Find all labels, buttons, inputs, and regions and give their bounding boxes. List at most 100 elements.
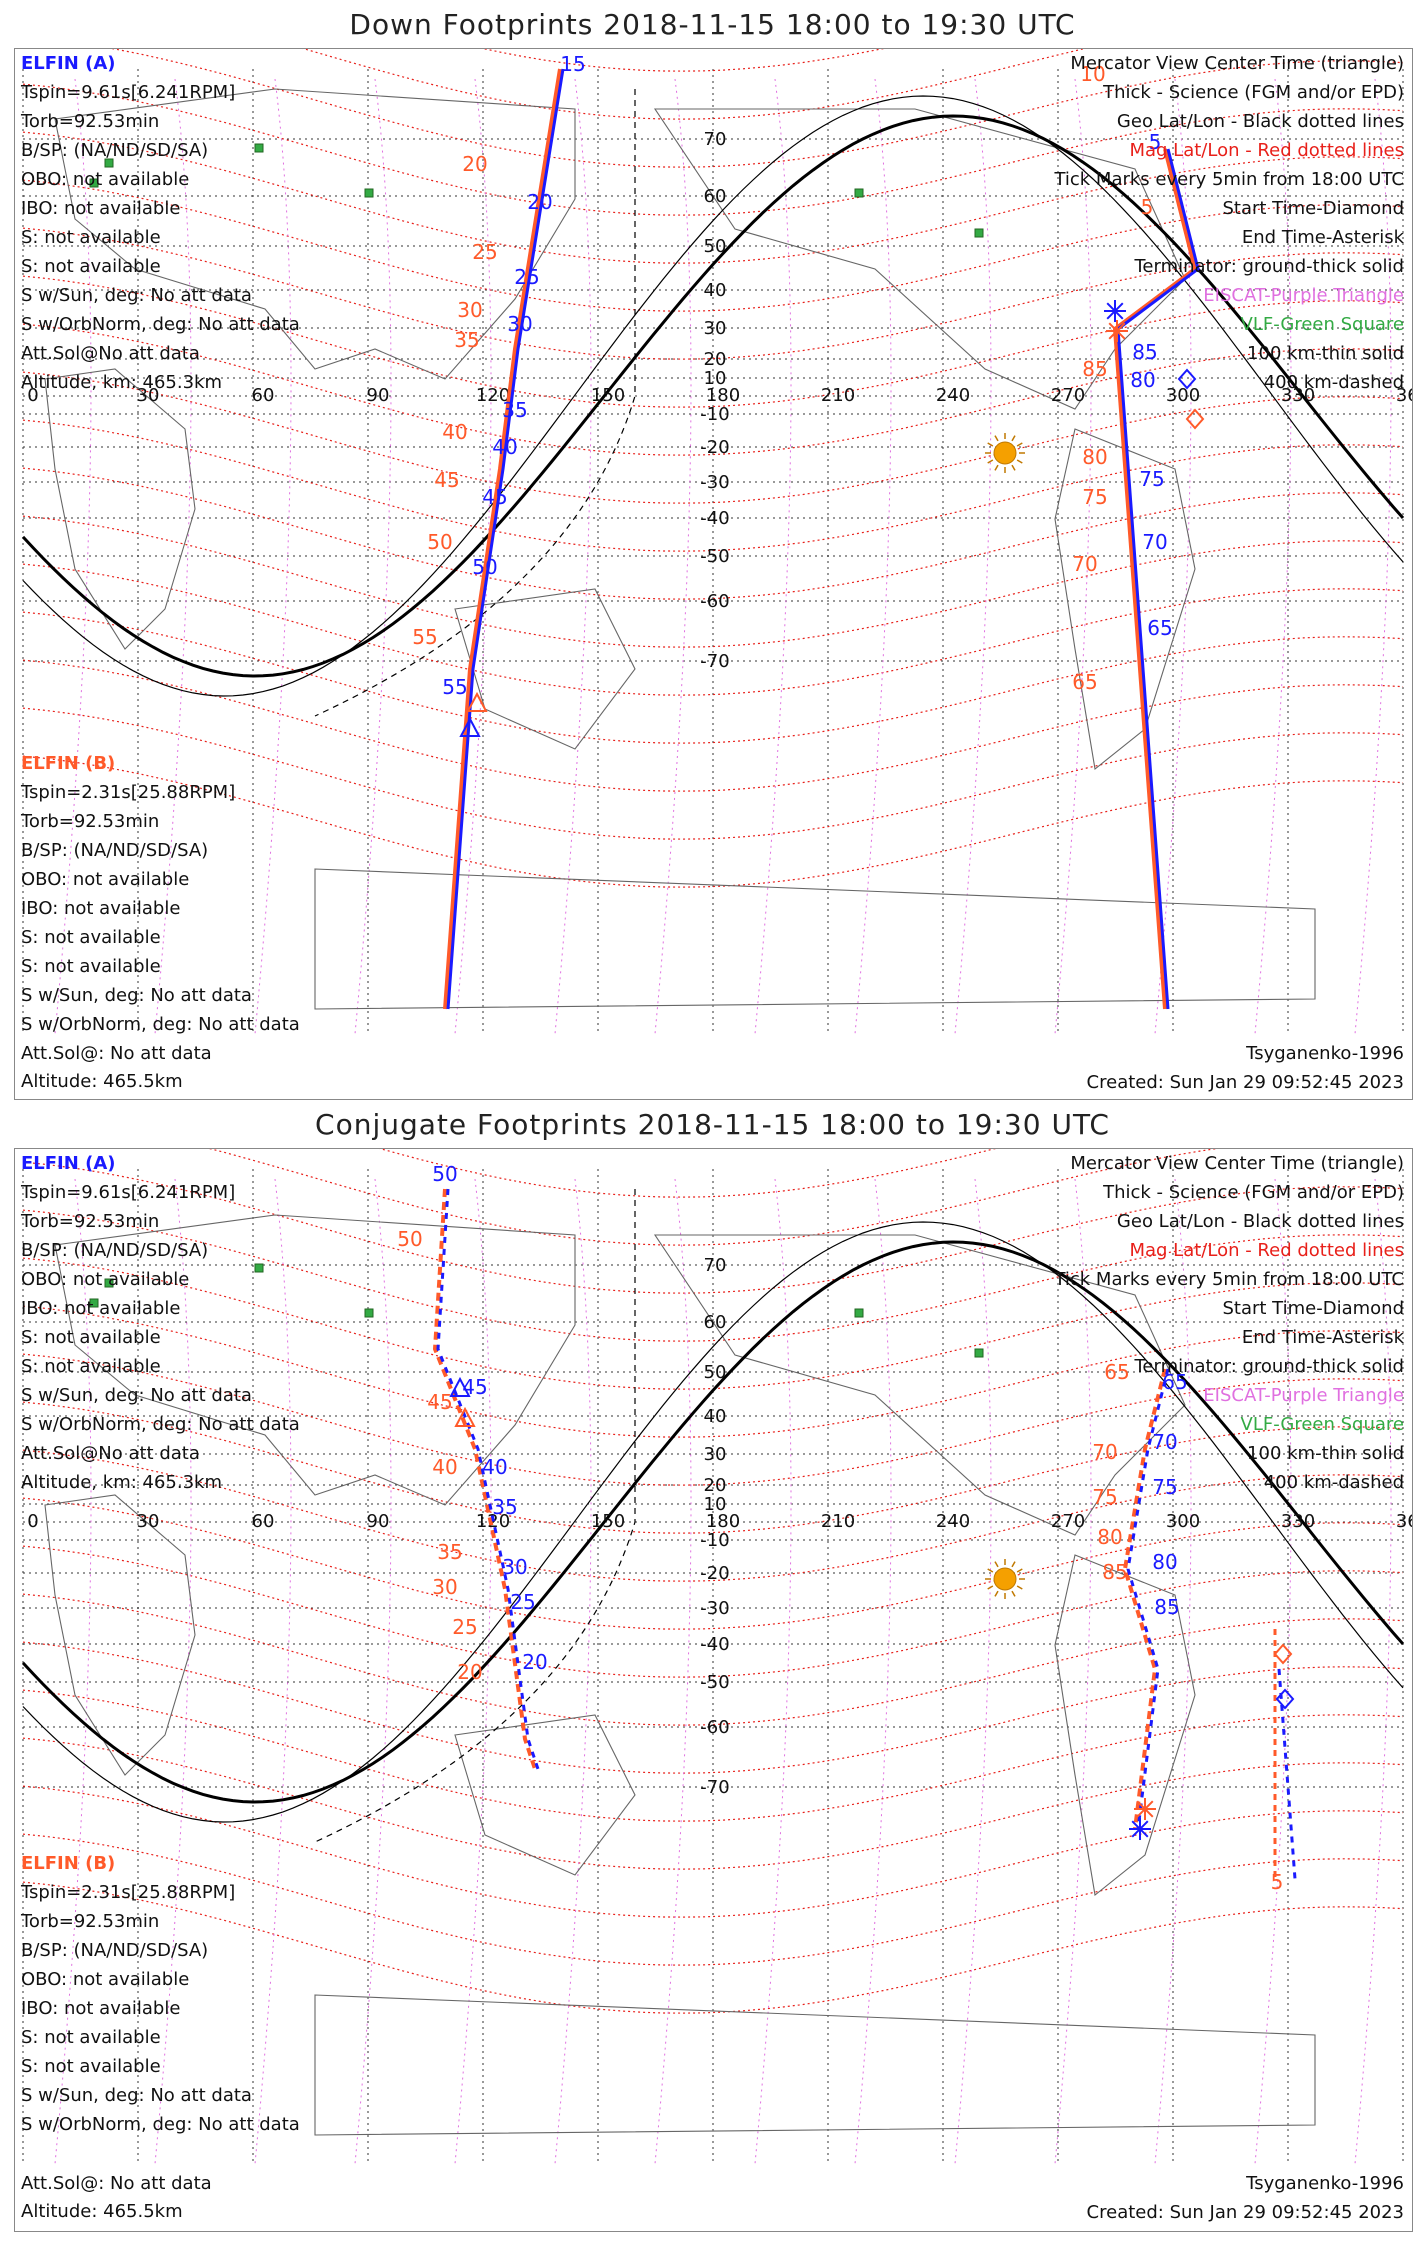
lon-label: 300: [1166, 1511, 1200, 1532]
sun-ray: [987, 1585, 994, 1590]
elfin-b-line: OBO: not available: [21, 869, 190, 890]
lon-label: 0: [27, 385, 38, 406]
mag-meridian: [654, 1178, 692, 2165]
sun-icon: [993, 441, 1017, 465]
lon-label: 150: [591, 1511, 625, 1532]
elfin-a-line: S: not available: [21, 256, 161, 277]
elfin-a-info: ELFIN (A) Tspin=9.61s[6.241RPM] Torb=92.…: [21, 49, 300, 397]
elfin-b-tick-label: 40: [442, 420, 467, 444]
lon-label: 150: [591, 385, 625, 406]
elfin-b-attsol: Att.Sol@: No att data: [21, 2173, 212, 2194]
mag-meridian: [1254, 78, 1292, 1035]
sun-ray: [1011, 1561, 1016, 1568]
lat-label: 10: [704, 368, 727, 389]
mag-meridian: [654, 78, 692, 1035]
lat-label: 50: [704, 1362, 727, 1383]
sun-ray: [994, 435, 999, 442]
sun-ray: [994, 1590, 999, 1597]
sun-ray: [987, 459, 994, 464]
vlf-station-icon: [254, 143, 264, 153]
map-legend: Mercator View Center Time (triangle) Thi…: [1054, 1149, 1404, 1497]
elfin-a-line: S: not available: [21, 227, 161, 248]
lat-label: -30: [700, 1598, 729, 1619]
lon-label: 90: [367, 1511, 390, 1532]
lat-label: -10: [700, 1530, 729, 1551]
elfin-a-line: OBO: not available: [21, 1269, 190, 1290]
elfin-b-tick-label: 80: [1082, 445, 1107, 469]
terminator-line: [21, 1240, 1405, 1804]
end-asterisk-icon: [1106, 302, 1124, 320]
elfin-b-tick-label: 55: [412, 625, 437, 649]
lon-label: 240: [936, 1511, 970, 1532]
mag-meridian: [1254, 1178, 1292, 2165]
model-label: Tsyganenko-1996: [1246, 2173, 1404, 2194]
lon-label: 360: [1396, 1511, 1412, 1532]
lon-label: 360: [1396, 385, 1412, 406]
elfin-b-tick-label: 5: [1271, 1870, 1284, 1894]
mag-meridian: [354, 78, 392, 1035]
mag-meridian: [1054, 78, 1092, 1035]
elfin-b-altitude: Altitude: 465.5km: [21, 2201, 183, 2222]
lon-label: 270: [1051, 1511, 1085, 1532]
center-triangle-icon: [449, 1376, 471, 1397]
mag-meridian: [554, 78, 592, 1035]
elfin-b-line: S: not available: [21, 2027, 161, 2048]
end-asterisk-icon: [1108, 322, 1126, 340]
end-asterisk-icon: [1136, 1800, 1154, 1818]
legend-line: Geo Lat/Lon - Black dotted lines: [1116, 111, 1404, 132]
conjugate-footprints-map: 0 30 60 90 120 150 180 210 240 270 300 330 360 70 60 50…: [14, 1148, 1413, 2232]
center-triangle-icon: [459, 716, 481, 737]
elfin-b-tick-label: 50: [427, 530, 452, 554]
elfin-a-line: B/SP: (NA/ND/SD/SA): [21, 140, 209, 161]
elfin-b-tick-label: 85: [1102, 1560, 1127, 1584]
legend-line: Terminator: ground-thick solid: [1134, 1356, 1404, 1377]
mag-meridian: [54, 78, 92, 1035]
continent-outline: [1054, 428, 1196, 771]
elfin-b-line: S w/Sun, deg: No att data: [21, 985, 252, 1006]
lon-label: 180: [706, 385, 740, 406]
terminator-100km: [22, 95, 1404, 697]
vlf-station-icon: [854, 1308, 864, 1318]
lat-label: 50: [704, 236, 727, 257]
elfin-a-tick-label: 30: [507, 312, 532, 336]
panel-2-title: Conjugate Footprints 2018-11-15 18:00 to…: [315, 1108, 1110, 1141]
elfin-a-line: Tspin=9.61s[6.241RPM]: [21, 1182, 236, 1203]
elfin-a-tick-label: 35: [492, 1495, 517, 1519]
start-diamond-icon: [1275, 1688, 1295, 1710]
mag-meridian: [754, 78, 792, 1035]
elfin-b-tick-label: 75: [1082, 485, 1107, 509]
lat-label: 30: [704, 1444, 727, 1465]
vlf-station-icon: [974, 1348, 984, 1358]
elfin-a-line: S w/Sun, deg: No att data: [21, 285, 252, 306]
lat-label: -70: [700, 651, 729, 672]
lon-label: 120: [476, 385, 510, 406]
continent-outline: [1054, 1554, 1196, 1897]
map-canvas: 0 30 60 90 120 150 180 210 240 270 300 330 360 70 60 50…: [21, 49, 1412, 1035]
lon-label: 0: [27, 1511, 38, 1532]
sun-ray: [1011, 464, 1016, 471]
elfin-a-tick-label: 45: [482, 485, 507, 509]
elfin-b-track: [432, 1188, 537, 1770]
elfin-b-header: ELFIN (B): [21, 753, 116, 774]
legend-line: 100 km-thin solid: [1247, 1443, 1404, 1464]
mag-meridian: [454, 78, 492, 1035]
elfin-a-line: S w/OrbNorm, deg: No att data: [21, 1414, 300, 1435]
lat-label: -60: [700, 591, 729, 612]
elfin-a-header: ELFIN (A): [21, 53, 116, 74]
mag-meridian: [354, 1178, 392, 2165]
elfin-b-tick-label: 70: [1092, 1440, 1117, 1464]
elfin-a-tick-label: 30: [502, 1555, 527, 1579]
elfin-b-info: ELFIN (B) Tspin=2.31s[25.88RPM] Torb=92.…: [21, 749, 300, 1039]
sun-ray: [987, 1568, 994, 1573]
lat-label: -60: [700, 1717, 729, 1738]
vlf-station-icon: [254, 1263, 264, 1273]
elfin-b-line: Tspin=2.31s[25.88RPM]: [21, 1882, 236, 1903]
elfin-a-tick-label: 65: [1147, 616, 1172, 640]
elfin-b-line: B/SP: (NA/ND/SD/SA): [21, 1940, 209, 1961]
elfin-b-track: [443, 68, 562, 1010]
elfin-a-info: ELFIN (A) Tspin=9.61s[6.241RPM] Torb=92.…: [21, 1149, 300, 1497]
elfin-a-line: Torb=92.53min: [21, 1211, 160, 1232]
elfin-a-tick-label: 40: [482, 1455, 507, 1479]
terminator-line: [21, 114, 1405, 678]
start-diamond-icon: [1273, 1643, 1293, 1665]
